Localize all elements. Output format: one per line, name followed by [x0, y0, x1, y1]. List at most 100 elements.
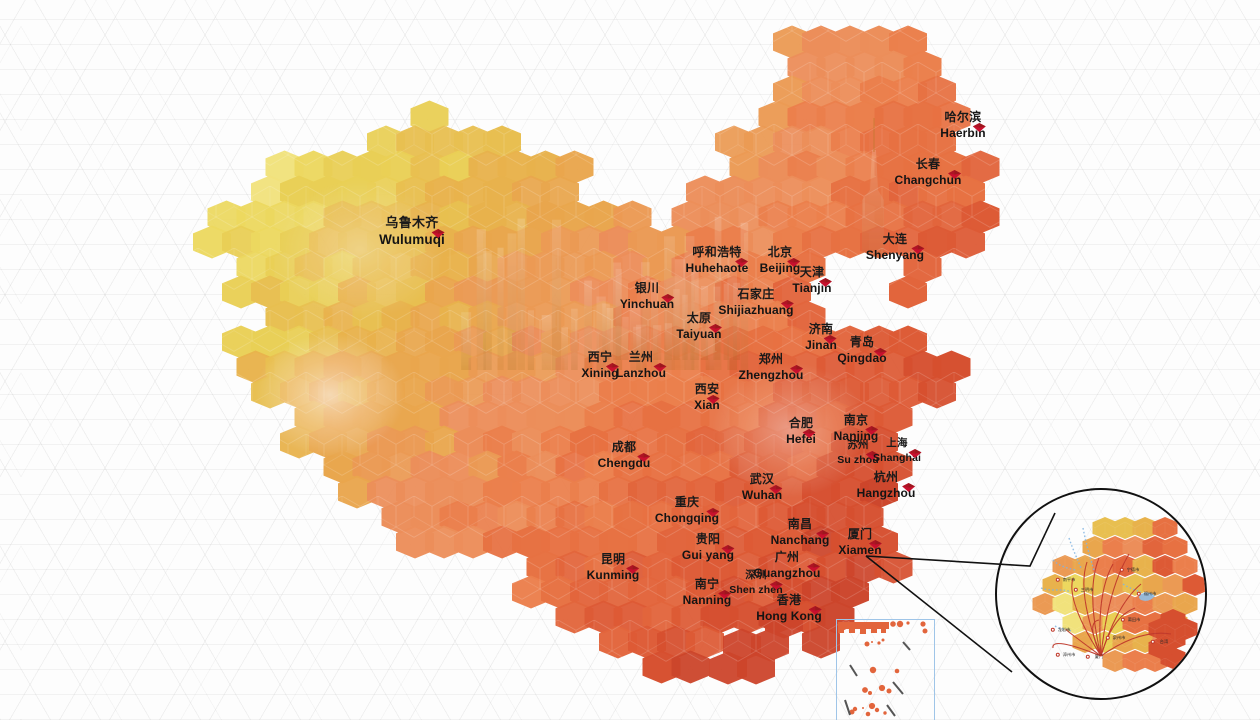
- city-name-cn: 香港: [776, 593, 802, 607]
- city-label-xian[interactable]: 西安 Xian: [694, 383, 720, 411]
- inset-hex-tile[interactable]: [1172, 555, 1198, 577]
- inset-city-dot[interactable]: [1119, 567, 1125, 573]
- city-label-chengdu[interactable]: 成都 Chengdu: [598, 441, 651, 469]
- city-label-huhehaote[interactable]: 呼和浩特 Huhehaote: [686, 246, 749, 274]
- fujian-magnifier-inset[interactable]: 南平市 宁德市 三明市 福州市 莆田市 泉州市 龙岩市 漳州市 厦门 台湾: [995, 488, 1207, 700]
- city-name-en: Shenyang: [865, 248, 925, 262]
- city-label-nanjing[interactable]: 南京 Nanjing: [834, 414, 879, 442]
- city-label-tianjin[interactable]: 天津 Tianjin: [792, 266, 832, 295]
- city-label-hong-kong[interactable]: 香港 Hong Kong: [756, 594, 822, 622]
- city-label-changchun[interactable]: 长春 Changchun: [895, 158, 962, 186]
- city-marker-diamond-icon[interactable]: [818, 275, 832, 287]
- sea-island-dot: [920, 621, 926, 627]
- city-label-xining[interactable]: 西宁 Xining: [581, 351, 619, 379]
- city-name-en: Tianjin: [792, 281, 832, 295]
- city-name-en: Huhehaote: [685, 261, 749, 275]
- city-marker-diamond-icon[interactable]: [873, 345, 887, 357]
- city-marker-diamond-icon[interactable]: [653, 360, 667, 372]
- boundary-dash: [892, 681, 904, 695]
- sea-island-dot: [877, 641, 881, 645]
- city-marker-diamond-icon[interactable]: [718, 587, 732, 599]
- city-label-hefei[interactable]: 合肥 Hefei: [786, 417, 816, 445]
- city-marker-diamond-icon[interactable]: [972, 120, 986, 132]
- city-name-en: Taiyuan: [676, 327, 722, 341]
- city-label-taiyuan[interactable]: 太原 Taiyuan: [676, 312, 722, 341]
- city-marker-diamond-icon[interactable]: [807, 560, 821, 572]
- sea-island-dot: [894, 668, 900, 674]
- city-marker-diamond-icon[interactable]: [823, 332, 837, 344]
- city-marker-diamond-icon[interactable]: [808, 603, 822, 615]
- city-marker-diamond-icon[interactable]: [769, 578, 783, 590]
- city-label-nanchang[interactable]: 南昌 Nanchang: [771, 518, 830, 546]
- city-label-beijing[interactable]: 北京 Beijing: [760, 246, 801, 274]
- city-name-en: Shanghai: [872, 451, 922, 464]
- city-marker-diamond-icon[interactable]: [721, 542, 735, 554]
- city-label-lanzhou[interactable]: 兰州 Lanzhou: [616, 351, 667, 379]
- city-label-kunming[interactable]: 昆明 Kunming: [587, 553, 640, 581]
- city-label-su-zhou[interactable]: 苏州 Su zhou: [837, 440, 879, 465]
- city-name-cn: 大连: [882, 232, 908, 246]
- city-label-gui-yang[interactable]: 贵阳 Gui yang: [682, 533, 735, 561]
- inset-city-dot[interactable]: [1073, 587, 1079, 593]
- inset-city-label: 厦门: [1094, 654, 1104, 659]
- city-label-jinan[interactable]: 济南 Jinan: [805, 323, 837, 351]
- city-marker-diamond-icon[interactable]: [780, 297, 794, 309]
- inset-city-dot[interactable]: [1136, 591, 1142, 597]
- city-label-yinchuan[interactable]: 银川 Yinchuan: [620, 282, 675, 310]
- sea-island-dot: [896, 620, 904, 628]
- city-label-haerbin[interactable]: 哈尔滨 Haerbin: [940, 111, 986, 139]
- city-label-zhengzhou[interactable]: 郑州 Zhengzhou: [739, 353, 804, 381]
- city-marker-diamond-icon[interactable]: [908, 446, 922, 458]
- city-label-guangzhou[interactable]: 广州 Guangzhou: [754, 551, 821, 579]
- city-label-chongqing[interactable]: 重庆 Chongqing: [655, 496, 720, 524]
- inset-city-dot[interactable]: [1055, 652, 1061, 658]
- inset-hex-tile[interactable]: [1182, 574, 1208, 596]
- city-label-shen-zhen[interactable]: 深圳 Shen zhen: [729, 570, 783, 595]
- city-label-qingdao[interactable]: 青岛 Qingdao: [837, 336, 887, 364]
- city-label-wuhan[interactable]: 武汉 Wuhan: [741, 473, 783, 502]
- city-label-shijiazhuang[interactable]: 石家庄 Shijiazhuang: [718, 288, 794, 316]
- city-marker-diamond-icon[interactable]: [637, 450, 651, 462]
- city-marker-diamond-icon[interactable]: [769, 482, 783, 494]
- city-marker-diamond-icon[interactable]: [865, 423, 879, 435]
- city-marker-diamond-icon[interactable]: [605, 360, 619, 372]
- city-label-nanning[interactable]: 南宁 Nanning: [683, 578, 732, 606]
- city-marker-diamond-icon[interactable]: [626, 562, 640, 574]
- inset-city-dot[interactable]: [1055, 577, 1061, 583]
- city-marker-diamond-icon[interactable]: [708, 321, 722, 333]
- inset-hex-tile[interactable]: [1152, 517, 1178, 539]
- city-name-en: Su zhou: [837, 453, 879, 466]
- inset-city-dot[interactable]: [1105, 635, 1111, 641]
- city-marker-diamond-icon[interactable]: [816, 527, 830, 539]
- inset-city-dot[interactable]: [1120, 617, 1126, 623]
- city-marker-diamond-icon[interactable]: [868, 537, 882, 549]
- city-marker-diamond-icon[interactable]: [735, 255, 749, 267]
- city-marker-diamond-icon[interactable]: [787, 255, 801, 267]
- sea-inset-svg: [838, 620, 928, 717]
- inset-city-label: 福州市: [1143, 591, 1157, 596]
- city-label-shenyang[interactable]: 大连 Shenyang: [865, 232, 925, 262]
- city-name-en: Wuhan: [741, 488, 783, 502]
- city-marker-diamond-icon[interactable]: [706, 505, 720, 517]
- city-name-cn: 西安: [694, 382, 720, 396]
- city-marker-diamond-icon[interactable]: [865, 448, 879, 460]
- city-marker-diamond-icon[interactable]: [802, 426, 816, 438]
- city-marker-diamond-icon[interactable]: [661, 291, 675, 303]
- city-marker-diamond-icon[interactable]: [948, 167, 962, 179]
- south-china-sea-inset[interactable]: [836, 619, 935, 720]
- inset-city-dot[interactable]: [1050, 627, 1056, 633]
- sea-island-dot: [883, 711, 887, 715]
- city-marker-diamond-icon[interactable]: [911, 242, 925, 254]
- inset-city-dot[interactable]: [1085, 654, 1091, 660]
- inset-hex-tile[interactable]: [1162, 536, 1188, 558]
- city-marker-diamond-icon[interactable]: [706, 392, 720, 404]
- city-marker-diamond-icon[interactable]: [790, 362, 804, 374]
- city-marker-diamond-icon[interactable]: [431, 226, 445, 238]
- city-marker-diamond-icon[interactable]: [902, 480, 916, 492]
- city-label-shanghai[interactable]: 上海 Shanghai: [872, 438, 922, 464]
- city-label-xiamen[interactable]: 厦门 Xiamen: [838, 528, 882, 556]
- inset-city-dot[interactable]: [1150, 639, 1156, 645]
- city-label-wulumuqi[interactable]: 乌鲁木齐 Wulumuqi: [379, 216, 445, 247]
- city-label-hangzhou[interactable]: 杭州 Hangzhou: [857, 471, 916, 499]
- inset-city-label: 三明市: [1080, 587, 1094, 592]
